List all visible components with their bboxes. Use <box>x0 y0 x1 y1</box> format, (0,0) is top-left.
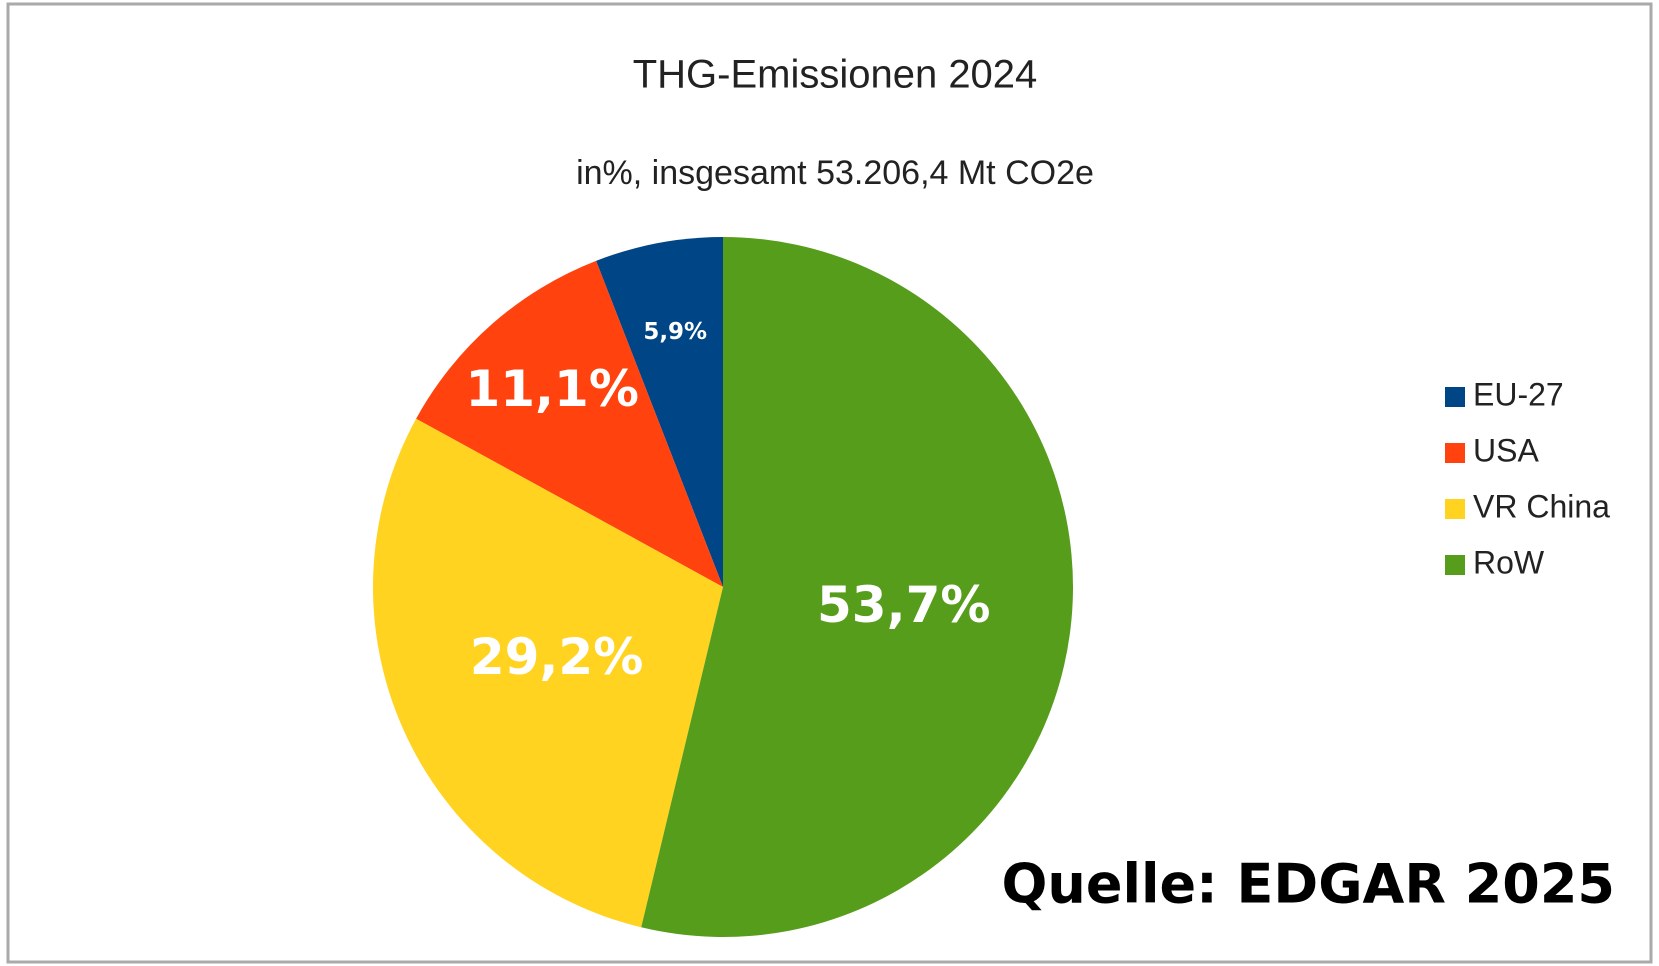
pie-slice <box>641 237 1073 937</box>
pie-slice <box>416 260 723 587</box>
source-note: Quelle: EDGAR 2025 <box>1001 853 1615 916</box>
legend-swatch <box>1445 443 1465 463</box>
legend-swatch <box>1445 387 1465 407</box>
chart-title: THG-Emissionen 2024 <box>633 53 1038 97</box>
legend-label: RoW <box>1473 544 1545 580</box>
legend-swatch <box>1445 499 1465 519</box>
legend-swatch <box>1445 555 1465 575</box>
legend-label: VR China <box>1473 488 1610 524</box>
value-label: 11,1% <box>465 360 638 418</box>
legend-label: EU-27 <box>1473 376 1564 412</box>
pie-slice <box>373 418 723 928</box>
value-label: 5,9% <box>643 319 707 345</box>
legend-label: USA <box>1473 432 1539 468</box>
value-label: 53,7% <box>817 576 990 634</box>
pie-slice <box>596 237 723 587</box>
chart-subtitle: in%, insgesamt 53.206,4 Mt CO2e <box>576 154 1094 192</box>
value-label: 29,2% <box>470 628 643 686</box>
